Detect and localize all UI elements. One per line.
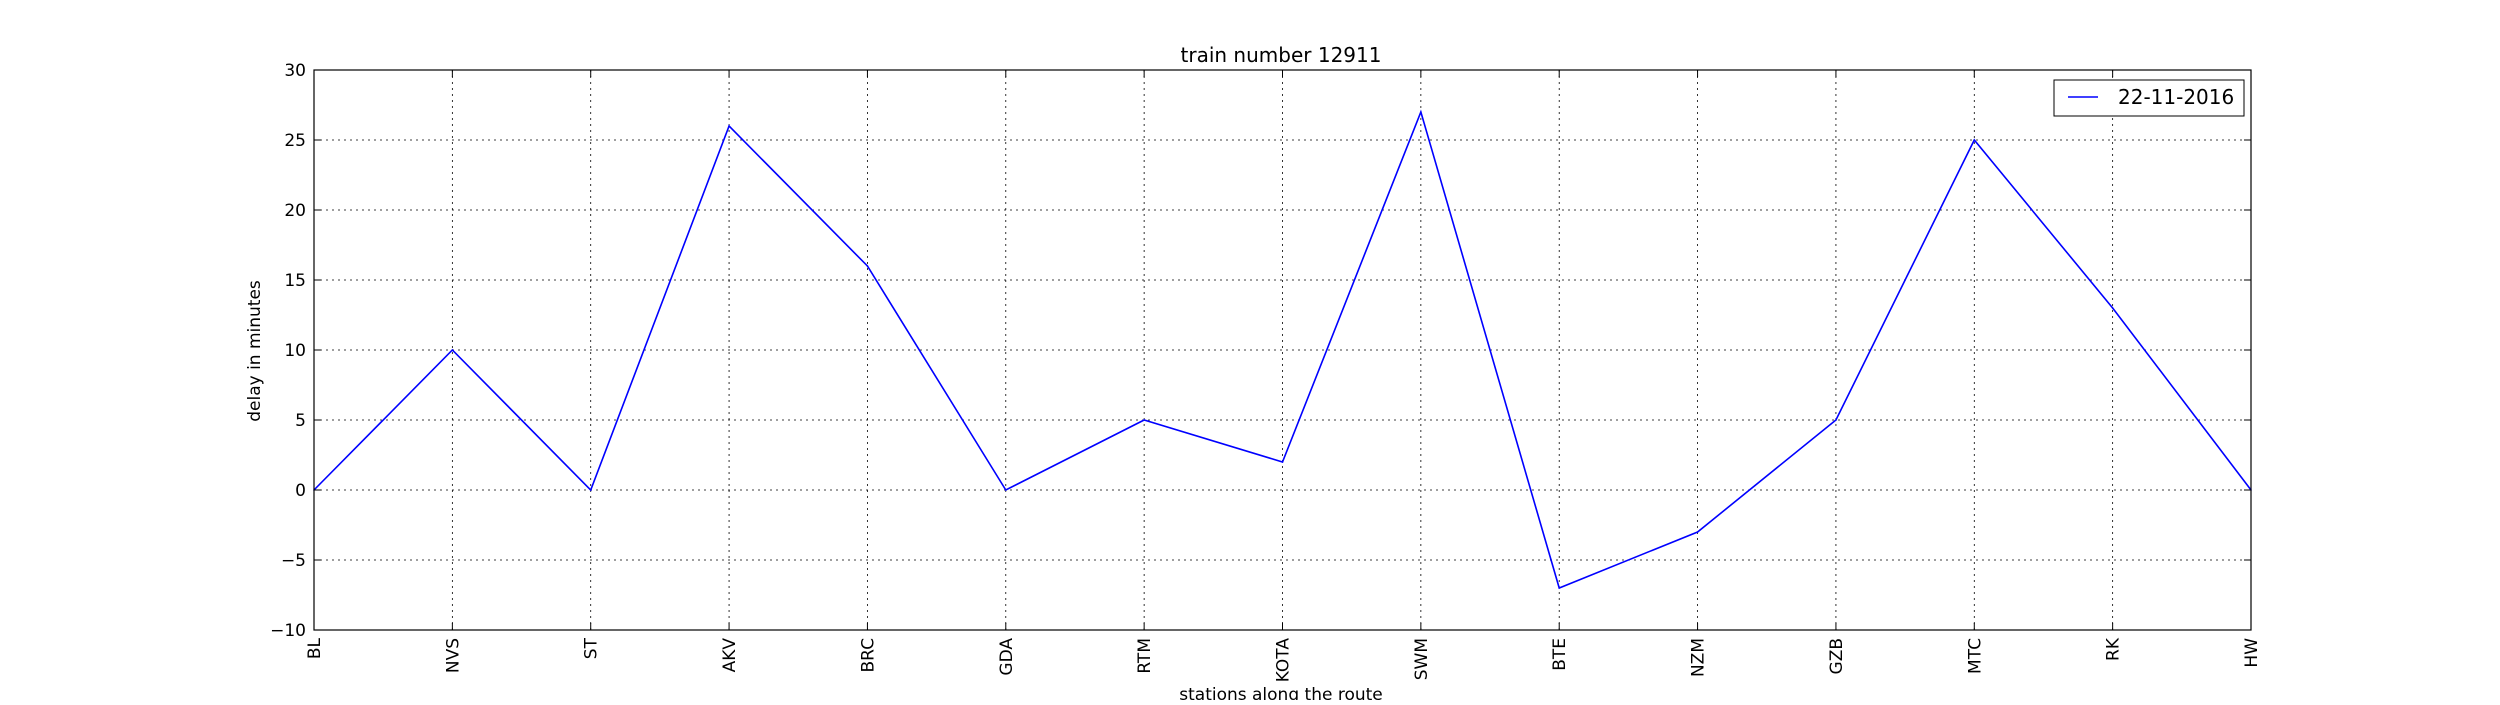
data-point: [728, 125, 730, 127]
x-tick-label: ST: [582, 637, 602, 659]
x-axis-ticks: BL NVS ST AKV BRC GDA RTM KOTA SWM BTE NZM GZB MTC RK…: [305, 70, 2262, 682]
x-tick-label: NVS: [443, 638, 463, 673]
x-tick-label: RK: [2104, 637, 2124, 661]
y-tick-label: 20: [284, 201, 306, 221]
series-layer: [313, 109, 2252, 590]
y-tick-label: −10: [270, 621, 306, 641]
legend: 22-11-2016: [2053, 79, 2245, 117]
y-tick-label: 10: [284, 341, 306, 361]
x-tick-label: MTC: [1965, 638, 1985, 674]
legend-label: 22-11-2016: [2118, 85, 2234, 109]
y-tick-label: −5: [281, 551, 306, 571]
data-point: [1004, 489, 1007, 491]
y-tick-label: 15: [284, 271, 306, 291]
legend-box: [2053, 79, 2245, 117]
x-tick-label: RTM: [1135, 638, 1155, 674]
y-axis-ticks: −10 −5 0 5 10 15 20 25 30: [270, 61, 2251, 641]
chart-title: train number 12911: [1181, 43, 1382, 67]
y-tick-label: 25: [284, 131, 306, 151]
x-tick-label: BRC: [858, 638, 878, 673]
y-tick-label: 0: [295, 481, 306, 501]
data-point: [589, 489, 592, 491]
x-tick-label: HW: [2242, 638, 2262, 668]
data-point: [866, 265, 869, 267]
x-tick-label: KOTA: [1274, 638, 1294, 683]
data-point: [1973, 139, 1976, 141]
data-point: [1420, 111, 1422, 113]
x-tick-label: SWM: [1412, 638, 1432, 680]
x-tick-label: GZB: [1827, 638, 1847, 674]
data-point: [1835, 419, 1837, 421]
x-tick-label: NZM: [1689, 638, 1709, 677]
series-line: [313, 109, 2252, 590]
y-tick-label: 5: [295, 411, 306, 431]
data-point: [1558, 587, 1561, 589]
grid-lines: [314, 70, 2251, 630]
y-tick-label: 30: [284, 61, 306, 81]
x-tick-label: GDA: [997, 638, 1017, 676]
y-axis-label: delay in minutes: [245, 280, 265, 422]
data-point: [2111, 307, 2114, 309]
x-tick-label: AKV: [720, 638, 740, 673]
data-point: [1143, 419, 1145, 421]
data-point: [1281, 461, 1284, 463]
data-point: [451, 349, 454, 351]
x-axis-label: stations along the route: [1179, 685, 1383, 700]
x-tick-label: BTE: [1550, 638, 1570, 671]
x-tick-label: BL: [305, 637, 325, 659]
data-point: [1696, 531, 1699, 533]
